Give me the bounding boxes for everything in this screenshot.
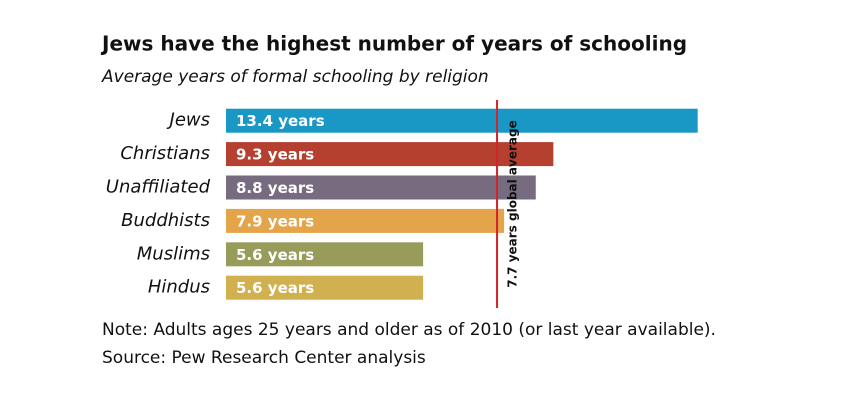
chart-subtitle: Average years of formal schooling by rel… bbox=[101, 67, 489, 87]
category-label: Unaffiliated bbox=[106, 177, 211, 198]
category-label: Muslims bbox=[137, 243, 210, 264]
bar bbox=[226, 275, 424, 300]
chart-title: Jews have the highest number of years of… bbox=[100, 32, 687, 56]
value-label: 5.6 years bbox=[236, 246, 314, 264]
category-label: Christians bbox=[120, 143, 210, 164]
category-label: Jews bbox=[167, 110, 210, 131]
bar bbox=[226, 242, 424, 267]
reference-label: 7.7 years global average bbox=[506, 120, 520, 287]
value-label: 8.8 years bbox=[236, 179, 314, 197]
bar bbox=[226, 108, 698, 133]
note: Note: Adults ages 25 years and older as … bbox=[102, 320, 716, 340]
category-label: Hindus bbox=[148, 277, 210, 298]
bar bbox=[226, 208, 505, 233]
value-label: 13.4 years bbox=[236, 112, 325, 130]
bar bbox=[226, 142, 554, 167]
source: Source: Pew Research Center analysis bbox=[102, 348, 426, 368]
value-label: 7.9 years bbox=[236, 212, 314, 230]
value-label: 9.3 years bbox=[236, 146, 314, 164]
value-label: 5.6 years bbox=[236, 279, 314, 297]
category-label: Buddhists bbox=[121, 210, 210, 231]
bar bbox=[226, 175, 536, 200]
